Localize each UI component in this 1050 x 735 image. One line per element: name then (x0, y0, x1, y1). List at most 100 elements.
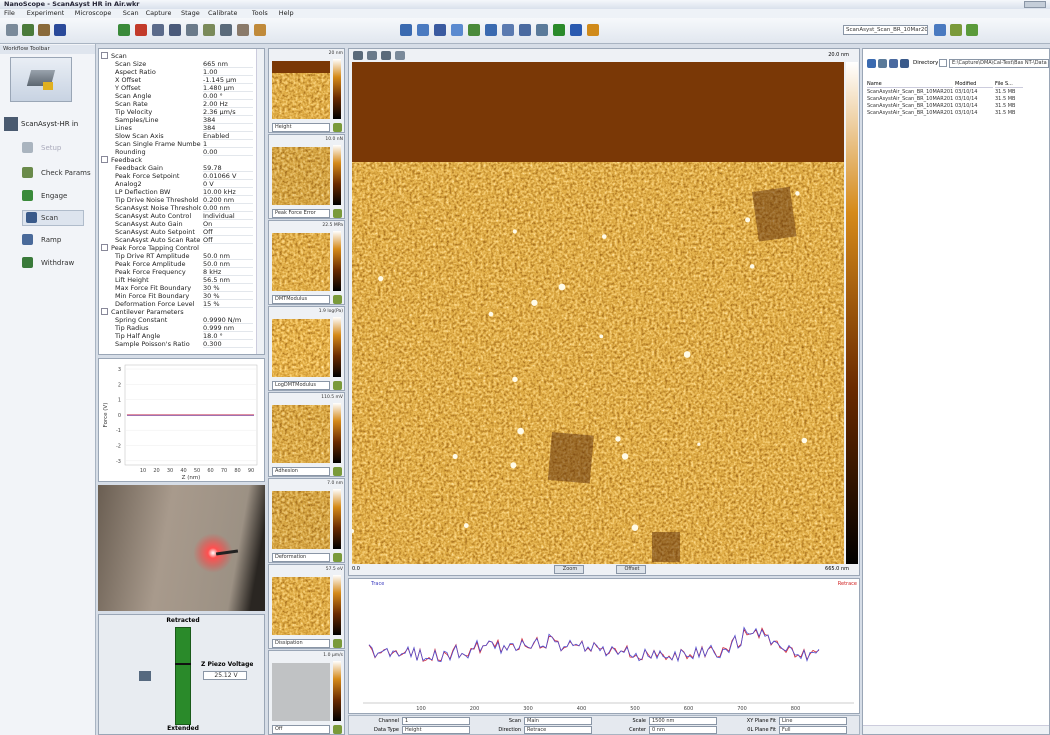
toolbar-button[interactable] (417, 24, 429, 36)
channel-selector[interactable]: LogDMTModulus (272, 381, 330, 390)
toolbar-button[interactable] (934, 24, 946, 36)
parameter-value[interactable]: 0 V (203, 180, 253, 188)
parameter-value[interactable]: 15 % (203, 300, 253, 308)
parameter-value[interactable]: 8 kHz (203, 268, 253, 276)
browser-button[interactable] (889, 59, 898, 68)
parameter-value[interactable]: 0.200 nm (203, 196, 253, 204)
toolbar-button[interactable] (587, 24, 599, 36)
horizontal-scrollbar[interactable] (863, 725, 1049, 734)
parameter-value[interactable]: -1.145 µm (203, 76, 253, 84)
toolbar-button[interactable] (186, 24, 198, 36)
control-value[interactable]: Full (779, 726, 847, 734)
browser-button[interactable] (900, 59, 909, 68)
collapse-toggle[interactable] (101, 244, 108, 251)
directory-checkbox[interactable] (939, 59, 947, 67)
channel-button[interactable] (333, 467, 342, 476)
toolbar-button[interactable] (434, 24, 446, 36)
menu-item[interactable]: Tools (252, 9, 268, 18)
toolbar-button[interactable] (451, 24, 463, 36)
menu-item[interactable]: File (4, 9, 15, 18)
toolbar-button[interactable] (966, 24, 978, 36)
file-cell[interactable]: ScanAsystAir_Scan_BR_10MAR2014.001 (867, 103, 953, 110)
channel-button[interactable] (333, 553, 342, 562)
toolbar-button[interactable] (6, 24, 18, 36)
toolbar-button[interactable] (169, 24, 181, 36)
menu-item[interactable]: Capture (146, 9, 172, 18)
channel-selector[interactable]: Off (272, 725, 330, 734)
toolbar-button[interactable] (54, 24, 66, 36)
toolbar-button[interactable] (118, 24, 130, 36)
file-cell[interactable]: ScanAsystAir_Scan_BR_10MAR2014.001 (867, 89, 953, 96)
collapse-toggle[interactable] (101, 308, 108, 315)
parameter-value[interactable]: Off (203, 228, 253, 236)
collapse-toggle[interactable] (101, 52, 108, 59)
parameter-value[interactable]: 59.78 (203, 164, 253, 172)
toolbar-button[interactable] (536, 24, 548, 36)
parameter-value[interactable]: 0.01066 V (203, 172, 253, 180)
image-tool[interactable] (353, 51, 363, 60)
toolbar-button[interactable] (468, 24, 480, 36)
menu-item[interactable]: Experiment (27, 9, 65, 18)
parameter-value[interactable]: On (203, 220, 253, 228)
channel-selector[interactable]: DMTModulus (272, 295, 330, 304)
toolbar-button[interactable] (519, 24, 531, 36)
browser-button[interactable] (867, 59, 876, 68)
file-cell[interactable]: ScanAsystAir_Scan_BR_10MAR2014.000 (867, 96, 953, 103)
toolbar-button[interactable] (237, 24, 249, 36)
control-value[interactable]: Line (779, 717, 847, 725)
image-button[interactable]: Offset (616, 565, 646, 574)
channel-button[interactable] (333, 725, 342, 734)
toolbar-button[interactable] (553, 24, 565, 36)
channel-button[interactable] (333, 209, 342, 218)
parameter-value[interactable]: 30 % (203, 284, 253, 292)
image-tool[interactable] (395, 51, 405, 60)
collapse-toggle[interactable] (101, 156, 108, 163)
parameter-value[interactable]: 0.00 (203, 148, 253, 156)
parameter-value[interactable]: 1.480 µm (203, 84, 253, 92)
parameter-value[interactable]: 1 (203, 140, 253, 148)
image-button[interactable]: Zoom (554, 565, 584, 574)
parameter-value[interactable]: 0.00 ° (203, 92, 253, 100)
parameter-value[interactable]: 0.9990 N/m (203, 316, 253, 324)
scrollbar[interactable] (256, 49, 264, 354)
channel-selector[interactable]: Deformation (272, 553, 330, 562)
parameter-value[interactable]: 665 nm (203, 60, 253, 68)
toolbar-button[interactable] (203, 24, 215, 36)
parameter-value[interactable]: 10.00 kHz (203, 188, 253, 196)
parameter-value[interactable]: 384 (203, 116, 253, 124)
directory-path[interactable]: E:\Capture\DMA\Cal-Test\Bas NT-\Data (949, 59, 1049, 68)
control-value[interactable]: Main (524, 717, 592, 725)
channel-selector[interactable]: Adhesion (272, 467, 330, 476)
control-value[interactable]: 1500 nm (649, 717, 717, 725)
parameter-value[interactable]: 0.300 (203, 340, 253, 348)
parameter-value[interactable]: 50.0 nm (203, 260, 253, 268)
image-tool[interactable] (367, 51, 377, 60)
parameter-value[interactable]: Individual (203, 212, 253, 220)
image-tool[interactable] (381, 51, 391, 60)
parameter-value[interactable]: 384 (203, 124, 253, 132)
parameter-value[interactable]: 30 % (203, 292, 253, 300)
channel-selector[interactable]: Height (272, 123, 330, 132)
toolbar-button[interactable] (152, 24, 164, 36)
control-value[interactable]: Height (402, 726, 470, 734)
channel-button[interactable] (333, 639, 342, 648)
control-value[interactable]: Retrace (524, 726, 592, 734)
channel-button[interactable] (333, 295, 342, 304)
file-cell[interactable]: ScanAsystAir_Scan_BR_10MAR2014.000 (867, 110, 953, 117)
browser-button[interactable] (878, 59, 887, 68)
toolbar-button[interactable] (254, 24, 266, 36)
parameter-value[interactable]: 0.00 nm (203, 204, 253, 212)
channel-button[interactable] (333, 123, 342, 132)
control-value[interactable]: 0 nm (649, 726, 717, 734)
toolbar-button[interactable] (950, 24, 962, 36)
toolbar-button[interactable] (570, 24, 582, 36)
parameter-value[interactable]: 0.999 nm (203, 324, 253, 332)
parameter-value[interactable]: 18.0 ° (203, 332, 253, 340)
menu-item[interactable]: Microscope (75, 9, 112, 18)
parameter-value[interactable]: 50.0 nm (203, 252, 253, 260)
toolbar-button[interactable] (485, 24, 497, 36)
parameter-value[interactable]: 56.5 nm (203, 276, 253, 284)
parameter-value[interactable]: 2.00 Hz (203, 100, 253, 108)
toolbar-button[interactable] (400, 24, 412, 36)
toolbar-button[interactable] (220, 24, 232, 36)
